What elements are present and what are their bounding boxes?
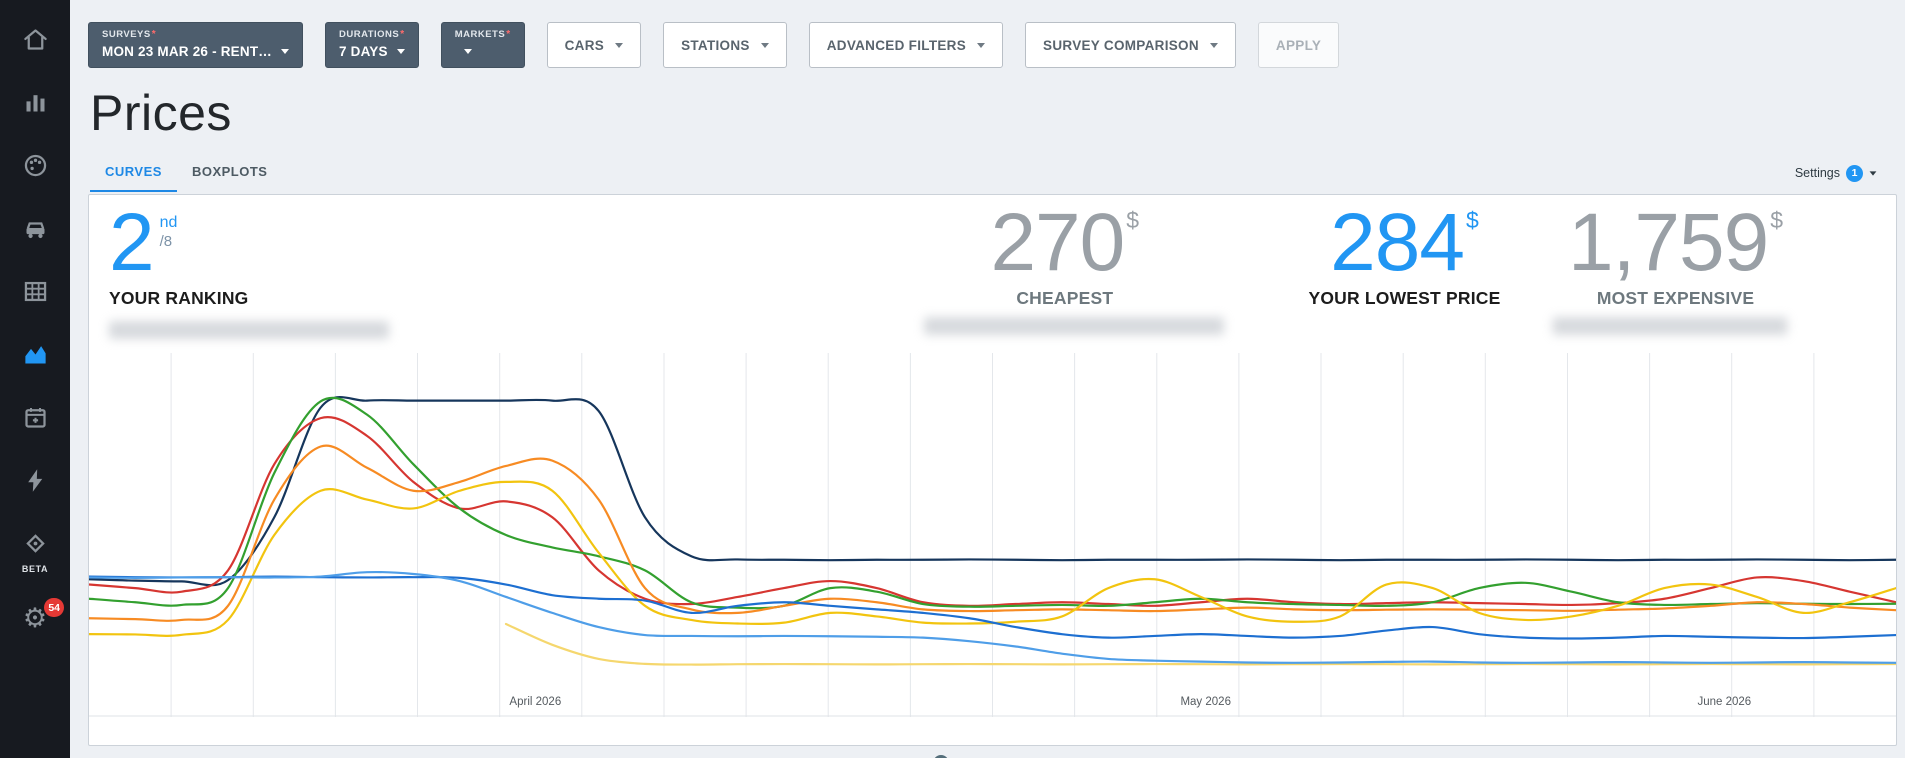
help-text: How to zoom in? bbox=[955, 756, 1052, 758]
chevron-down-icon bbox=[396, 48, 405, 54]
most-expensive-value: 1,759 bbox=[1568, 197, 1769, 288]
chevron-down-icon bbox=[280, 48, 289, 54]
sidebar: BETA ⚙ 54 bbox=[0, 0, 70, 758]
ranking-value: 2 bbox=[109, 197, 155, 288]
advanced-filters-dropdown[interactable]: ADVANCED FILTERS bbox=[808, 22, 1004, 68]
tabs-row: CURVES BOXPLOTS Settings 1 bbox=[70, 154, 1905, 192]
survey-comparison-label: SURVEY COMPARISON bbox=[1043, 37, 1199, 53]
beta-label: BETA bbox=[21, 564, 49, 574]
durations-dropdown[interactable]: DURATIONS* 7 DAYS bbox=[324, 22, 419, 68]
durations-value: 7 DAYS bbox=[338, 43, 388, 59]
apply-label: APPLY bbox=[1275, 37, 1322, 53]
durations-label: DURATIONS bbox=[338, 29, 400, 40]
sidebar-item-reports[interactable] bbox=[15, 89, 55, 121]
calendar-icon bbox=[22, 404, 49, 436]
surveys-dropdown[interactable]: SURVEYS* MON 23 MAR 26 - RENT… bbox=[88, 22, 303, 68]
settings-badge: 1 bbox=[1846, 164, 1863, 182]
sidebar-item-beta[interactable]: BETA bbox=[15, 530, 55, 574]
lightning-icon bbox=[22, 467, 49, 499]
chevron-down-icon bbox=[760, 42, 769, 48]
currency-symbol: $ bbox=[1466, 207, 1479, 233]
chevron-down-icon bbox=[977, 42, 986, 48]
stat-your-lowest-price: 284$ YOUR LOWEST PRICE bbox=[1308, 202, 1501, 309]
settings-dropdown[interactable]: Settings 1 bbox=[1794, 164, 1877, 182]
chevron-down-icon bbox=[615, 42, 624, 48]
sidebar-item-price-curves[interactable] bbox=[15, 341, 55, 373]
home-icon bbox=[22, 26, 49, 58]
stations-label: STATIONS bbox=[681, 37, 750, 53]
series-green bbox=[89, 396, 1896, 610]
apply-button[interactable]: APPLY bbox=[1257, 22, 1340, 68]
surveys-value: MON 23 MAR 26 - RENT… bbox=[102, 43, 272, 59]
sidebar-item-fleet[interactable] bbox=[15, 215, 55, 247]
required-marker: * bbox=[151, 29, 157, 40]
markets-dropdown[interactable]: MARKETS* bbox=[440, 22, 525, 68]
chevron-down-icon bbox=[1869, 170, 1877, 176]
chevron-down-icon bbox=[463, 48, 472, 54]
stations-dropdown[interactable]: STATIONS bbox=[663, 22, 787, 68]
cheapest-label: CHEAPEST bbox=[1016, 288, 1114, 309]
price-curves-chart[interactable]: April 2026 May 2026 June 2026 bbox=[89, 353, 1896, 717]
chevron-down-icon bbox=[1209, 42, 1218, 48]
ranking-ordinal: nd bbox=[159, 214, 178, 231]
x-axis-label: May 2026 bbox=[1180, 696, 1231, 708]
series-pale-yellow bbox=[504, 622, 1896, 666]
how-to-zoom-link[interactable]: ? How to zoom in? bbox=[88, 746, 1897, 758]
notification-badge: 54 bbox=[44, 598, 64, 617]
x-axis-label: June 2026 bbox=[1697, 696, 1752, 708]
your-lowest-label: YOUR LOWEST PRICE bbox=[1308, 288, 1501, 309]
x-axis-label: April 2026 bbox=[509, 696, 562, 708]
sidebar-item-calendar[interactable] bbox=[15, 404, 55, 436]
series-light-blue bbox=[89, 570, 1896, 664]
main-content: SURVEYS* MON 23 MAR 26 - RENT… DURATIONS… bbox=[70, 0, 1905, 758]
x-axis-labels: April 2026 May 2026 June 2026 bbox=[89, 696, 1896, 711]
tab-boxplots[interactable]: BOXPLOTS bbox=[191, 164, 268, 179]
required-marker: * bbox=[400, 29, 405, 40]
car-icon bbox=[22, 215, 49, 247]
settings-label: Settings bbox=[1794, 166, 1840, 180]
page-title: Prices bbox=[90, 85, 232, 141]
advanced-filters-label: ADVANCED FILTERS bbox=[826, 37, 967, 53]
chart-canvas[interactable] bbox=[89, 353, 1896, 717]
currency-symbol: $ bbox=[1126, 207, 1140, 233]
series-blue bbox=[89, 575, 1896, 640]
beta-feature-icon bbox=[22, 530, 49, 562]
stat-most-expensive: 1,759$ MOST EXPENSIVE bbox=[1568, 202, 1784, 309]
ranking-label: YOUR RANKING bbox=[109, 288, 249, 309]
surveys-label: SURVEYS bbox=[102, 29, 151, 40]
sidebar-item-dashboard[interactable] bbox=[15, 152, 55, 184]
bar-chart-icon bbox=[22, 89, 49, 121]
blurred-text bbox=[109, 321, 389, 340]
your-lowest-value: 284 bbox=[1330, 197, 1465, 288]
palette-icon bbox=[22, 152, 49, 184]
sidebar-item-home[interactable] bbox=[15, 26, 55, 58]
stat-your-ranking: 2 nd /8 YOUR RANKING bbox=[109, 197, 389, 340]
most-expensive-label: MOST EXPENSIVE bbox=[1596, 288, 1755, 309]
tab-curves[interactable]: CURVES bbox=[90, 154, 177, 192]
series-orange bbox=[89, 444, 1896, 622]
area-chart-icon bbox=[22, 341, 49, 373]
ranking-total: /8 bbox=[159, 233, 173, 250]
currency-symbol: $ bbox=[1770, 207, 1784, 233]
required-marker: * bbox=[506, 29, 511, 40]
curves-panel: 2 nd /8 YOUR RANKING 270$ CHEAPEST 284$ … bbox=[88, 194, 1897, 746]
cars-label: CARS bbox=[564, 37, 605, 53]
stats-header: 2 nd /8 YOUR RANKING 270$ CHEAPEST 284$ … bbox=[89, 195, 1896, 353]
cheapest-value: 270 bbox=[990, 197, 1125, 288]
filter-toolbar: SURVEYS* MON 23 MAR 26 - RENT… DURATIONS… bbox=[70, 0, 1905, 68]
blurred-text bbox=[923, 317, 1224, 335]
table-icon bbox=[22, 278, 49, 310]
series-yellow bbox=[89, 480, 1896, 637]
blurred-text bbox=[1552, 317, 1788, 335]
sidebar-item-rate-table[interactable] bbox=[15, 278, 55, 310]
markets-label: MARKETS bbox=[454, 29, 506, 40]
series-navy bbox=[89, 396, 1896, 587]
sidebar-item-settings[interactable]: ⚙ 54 bbox=[15, 598, 64, 633]
cars-dropdown[interactable]: CARS bbox=[546, 22, 642, 68]
sidebar-item-automation[interactable] bbox=[15, 467, 55, 499]
survey-comparison-dropdown[interactable]: SURVEY COMPARISON bbox=[1025, 22, 1236, 68]
stat-cheapest: 270$ CHEAPEST bbox=[990, 202, 1140, 309]
gear-icon: ⚙ bbox=[22, 603, 48, 633]
